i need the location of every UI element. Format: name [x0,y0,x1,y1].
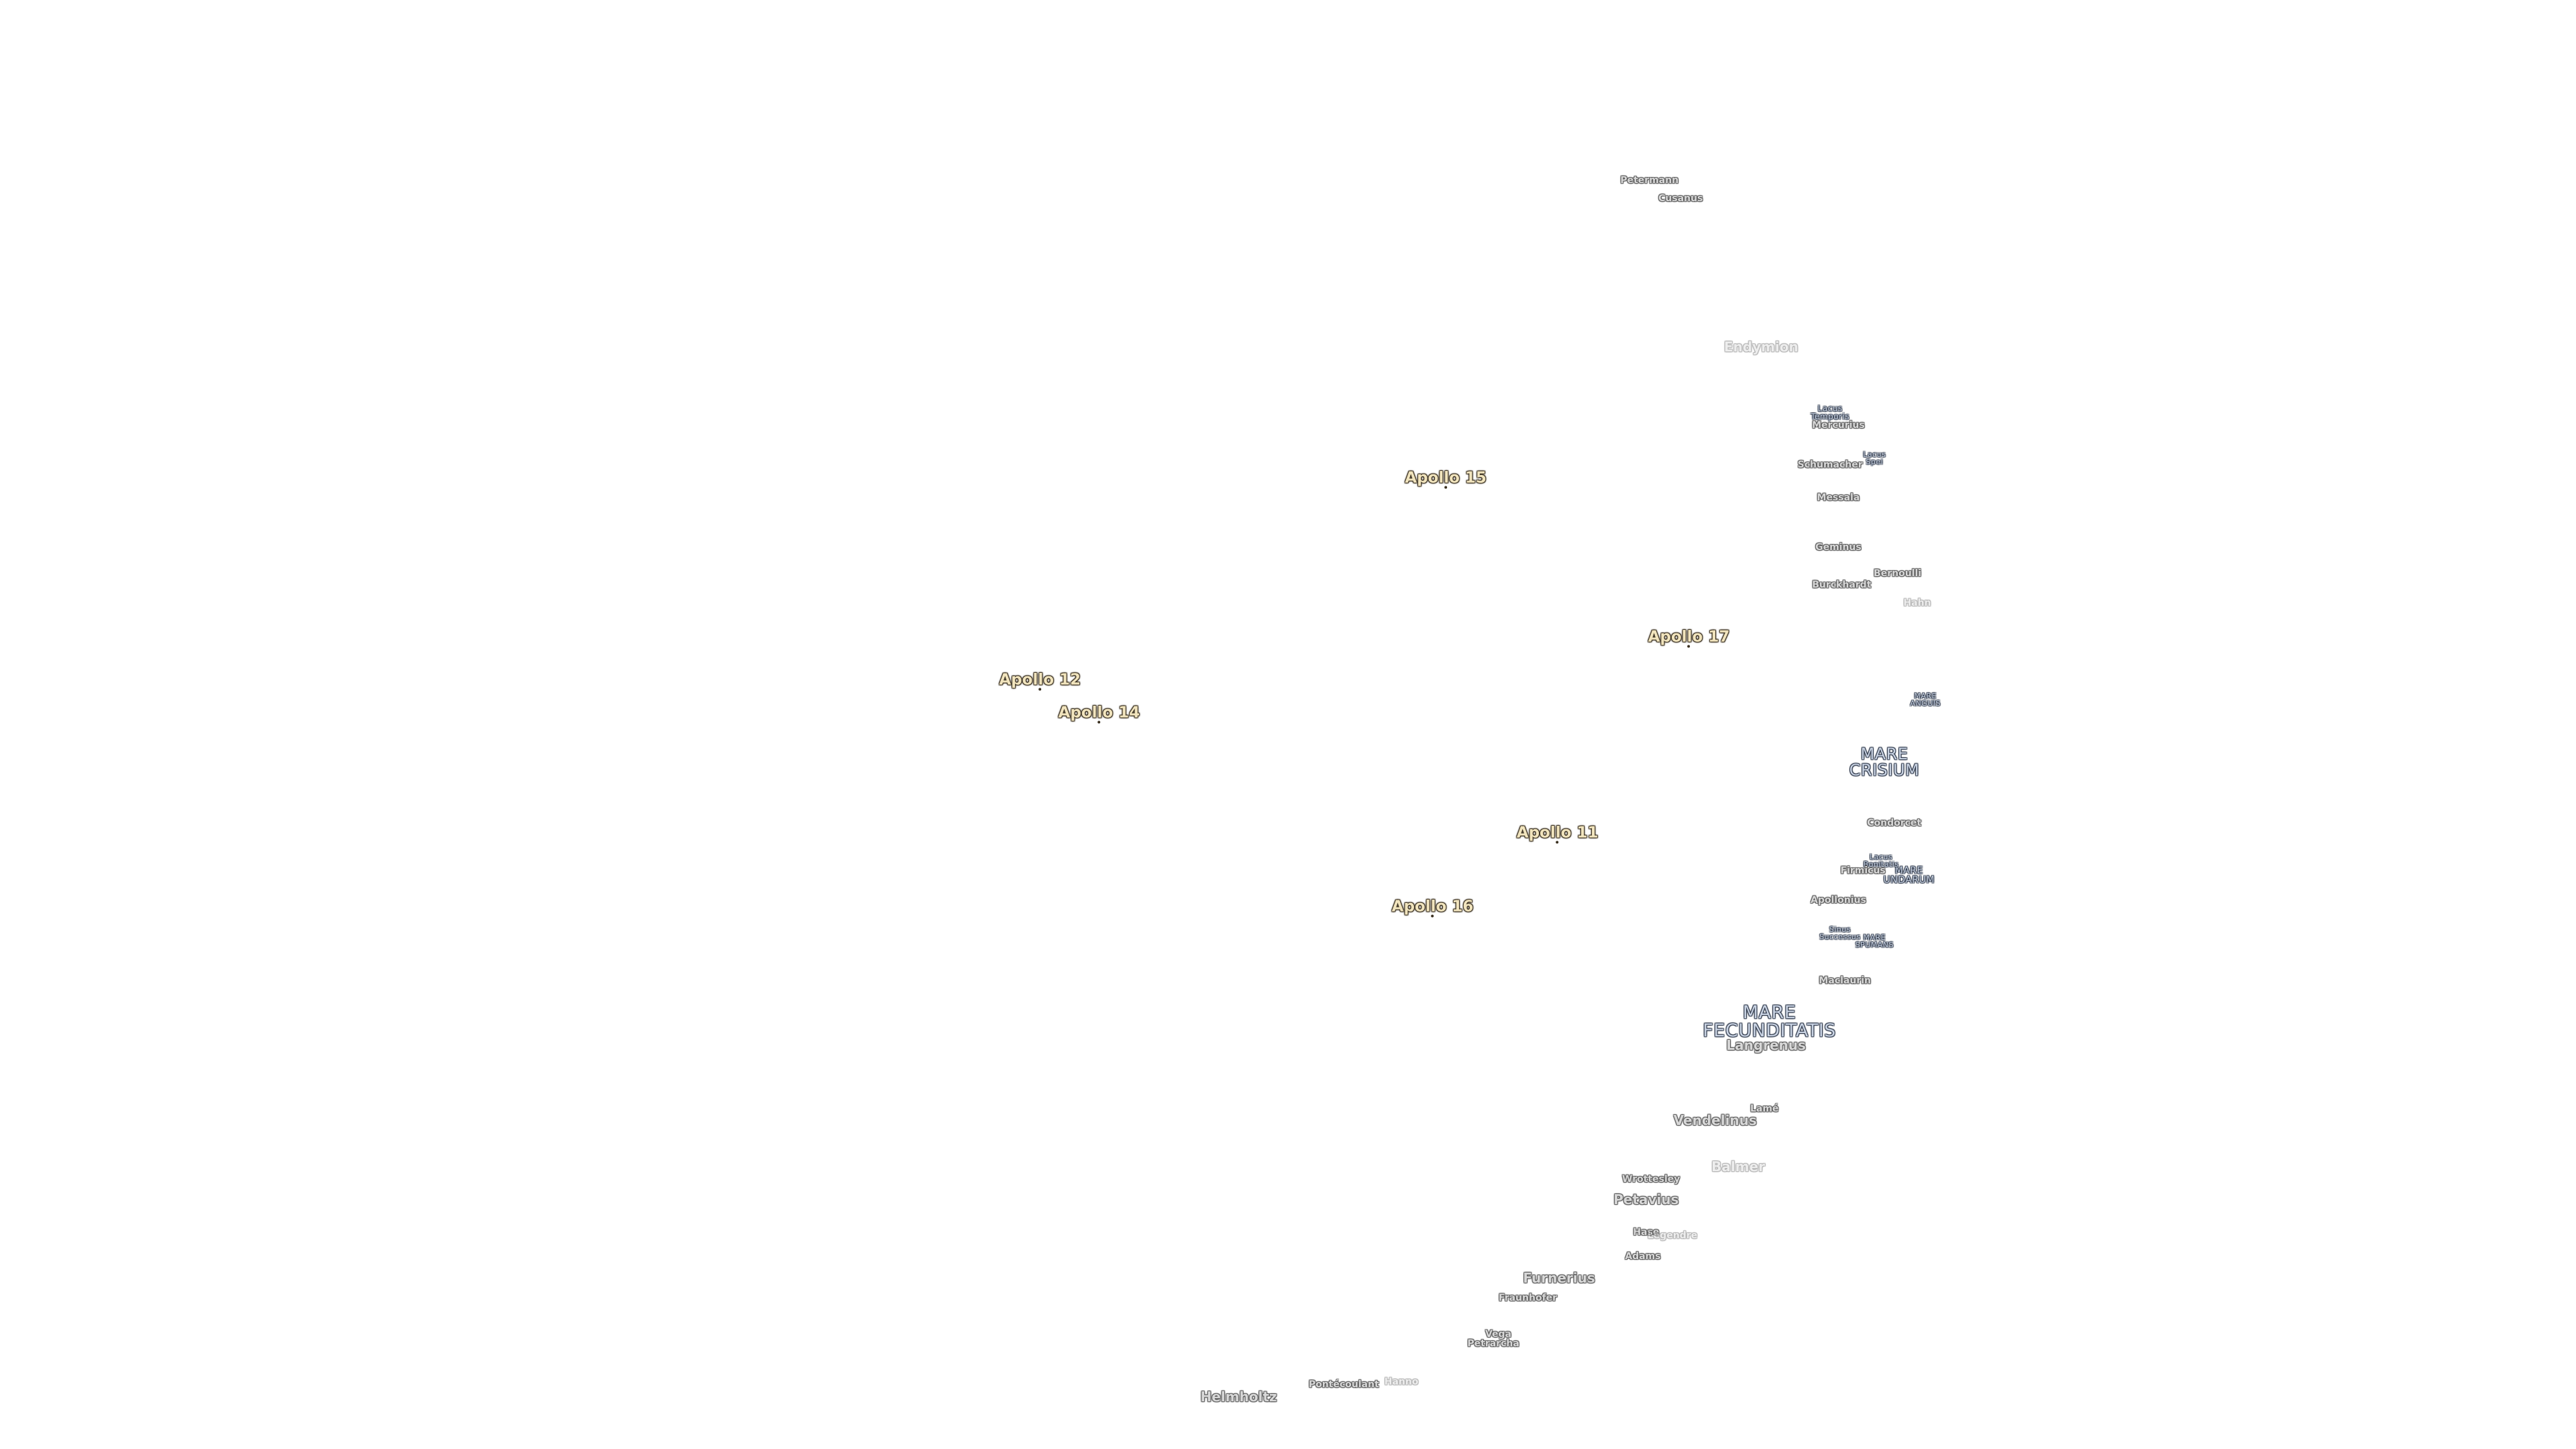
mare-label-line: Sinus [1829,925,1851,934]
crater-label: Messala [1817,492,1860,504]
crater-label: Vendelinus [1673,1112,1757,1129]
crater-label: Cusanus [1658,193,1703,205]
mare-label-line: MARE [1914,692,1937,701]
crater-label: Langrenus [1726,1036,1806,1053]
apollo-site-label: Apollo 11 [1516,824,1599,844]
apollo-site-label: Apollo 15 [1405,469,1487,489]
mare-label-line: MARE [1863,933,1886,943]
mare-label-line: UNDARUM [1883,875,1935,886]
crater-label: Furnerius [1523,1270,1595,1287]
crater-label: Apollonius [1811,895,1866,906]
crater-label: Endymion [1723,338,1799,355]
crater-label: Hase [1633,1226,1660,1238]
apollo-site-label: Apollo 16 [1391,898,1474,918]
mare-label: Sinus Successus [1819,926,1860,941]
crater-label: Maclaurin [1819,975,1871,987]
crater-label: Petrarcha [1467,1338,1519,1350]
crater-label: Balmer [1711,1158,1765,1175]
mare-label: MARE UNDARUM [1884,866,1935,885]
crater-label: Hanno [1384,1376,1419,1387]
mare-label-line: ANGUIS [1910,699,1941,708]
apollo-site-label: Apollo 14 [1058,704,1140,724]
mare-label: Lacus Temporis [1811,405,1849,421]
crater-label: Petavius [1613,1191,1679,1208]
crater-label: Burckhardt [1812,579,1872,590]
mare-label-line: Temporis [1811,411,1850,421]
crater-label: Pontécoulant [1308,1379,1379,1391]
crater-label: Geminus [1815,541,1862,553]
crater-label: Legendre [1647,1230,1698,1241]
mare-label-line: Lacus [1863,450,1886,460]
mare-label-line: SPUMANS [1855,941,1894,950]
crater-label: Mercurius [1812,420,1865,431]
mare-label-line: MARE [1860,745,1909,764]
mare-label: MARE ANGUIS [1910,692,1941,707]
crater-label: Hahn [1903,597,1931,608]
crater-label: Helmholtz [1200,1388,1277,1405]
crater-label: Petermann [1620,175,1679,186]
crater-label: Adams [1625,1251,1661,1263]
mare-label: MARE FECUNDITATIS [1703,1004,1836,1040]
crater-label: Schumacher [1797,460,1863,471]
mare-label-line: Lacus [1870,853,1893,862]
mare-label-line: Lacus [1817,403,1843,413]
mare-label-line: MARE [1894,865,1923,877]
mare-label-line: Bonitatis [1863,860,1899,869]
apollo-site-label: Apollo 12 [999,671,1081,691]
mare-label-line: Successus [1819,932,1861,942]
mare-label-line: Spei [1866,458,1884,467]
mare-label-line: CRISIUM [1849,761,1920,780]
mare-label: MARE SPUMANS [1856,934,1894,949]
mare-label: Lacus Bonitatis [1864,853,1899,868]
crater-label: Lamé [1750,1104,1779,1115]
mare-label-line: MARE [1742,1002,1796,1024]
crater-label: Fraunhofer [1499,1292,1558,1303]
crater-label: Firmicus [1840,865,1886,876]
crater-label: Wrottesley [1622,1174,1680,1185]
crater-label: Condorcet [1867,817,1922,828]
crater-label: Vega [1485,1328,1511,1340]
mare-label: MARE CRISIUM [1849,746,1920,778]
mare-label: Lacus Spei [1863,451,1886,466]
mare-label-line: FECUNDITATIS [1703,1020,1836,1042]
apollo-site-label: Apollo 17 [1648,628,1730,648]
crater-label: Bernoulli [1874,568,1922,579]
